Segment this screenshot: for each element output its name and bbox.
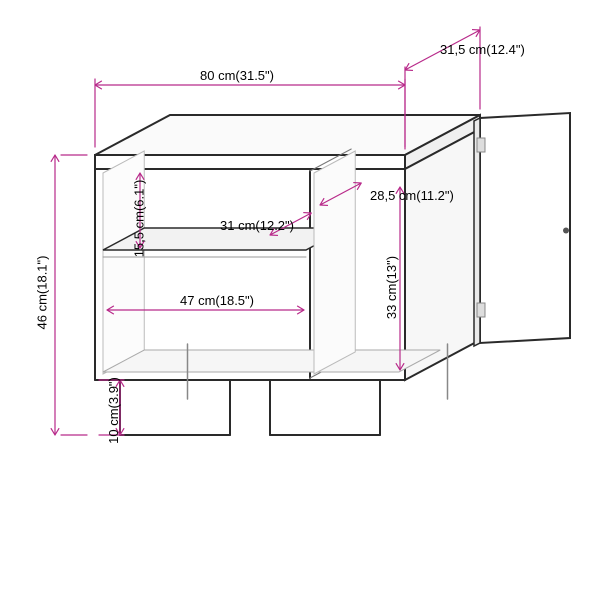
dim-depth-top: 31,5 cm(12.4") <box>440 42 525 57</box>
dim-shelf-top-h: 15,5 cm(6.1") <box>131 180 146 258</box>
dim-leg-height: 10 cm(3.9") <box>106 377 121 444</box>
dim-inner-depth: 28,5 cm(11.2") <box>370 188 454 203</box>
furniture-dimension-diagram <box>0 0 600 600</box>
dim-height-left: 46 cm(18.1") <box>34 256 49 330</box>
dim-width-top: 80 cm(31.5") <box>200 68 274 83</box>
dim-shelf-depth: 31 cm(12.2") <box>220 218 294 233</box>
dim-lower-shelf-w: 47 cm(18.5") <box>180 293 254 308</box>
dim-inner-height: 33 cm(13") <box>384 256 399 319</box>
